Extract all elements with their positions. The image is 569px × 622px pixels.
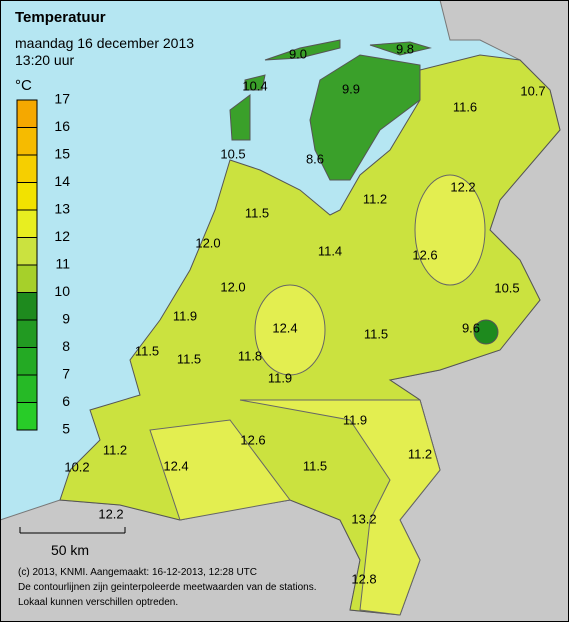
legend-tick-label: 11 xyxy=(55,256,70,272)
cold-spot xyxy=(473,319,499,345)
station-value: 12.2 xyxy=(98,506,123,521)
legend-bin xyxy=(16,402,38,431)
station-value: 8.6 xyxy=(306,151,324,166)
station-value: 12.0 xyxy=(220,279,245,294)
legend-bin xyxy=(16,292,38,321)
legend-unit: °C xyxy=(15,77,32,94)
footer-line: De contourlijnen zijn geinterpoleerde me… xyxy=(18,582,317,593)
legend-tick-label: 7 xyxy=(62,366,70,382)
scale-label: 50 km xyxy=(51,542,89,558)
legend-bar xyxy=(16,99,38,431)
legend-bin xyxy=(16,319,38,348)
station-value: 10.5 xyxy=(220,146,245,161)
legend-bin xyxy=(16,237,38,266)
station-value: 9.0 xyxy=(289,46,307,61)
friesland-cold xyxy=(309,54,421,181)
footer-line: Lokaal kunnen verschillen optreden. xyxy=(18,597,178,608)
legend-tick-label: 13 xyxy=(54,201,70,217)
station-value: 11.6 xyxy=(453,99,477,114)
station-value: 12.6 xyxy=(412,247,437,262)
title: Temperatuur xyxy=(15,9,106,26)
legend-bin xyxy=(16,154,38,183)
station-value: 12.4 xyxy=(163,458,188,473)
warm-area xyxy=(414,174,486,286)
station-value: 13.2 xyxy=(351,511,376,526)
footer-line: (c) 2013, KNMI. Aangemaakt: 16-12-2013, … xyxy=(18,567,257,578)
legend-bin xyxy=(16,264,38,293)
station-value: 11.8 xyxy=(238,348,262,363)
legend-tick-label: 6 xyxy=(62,393,70,409)
station-value: 11.9 xyxy=(343,412,367,427)
legend-tick-label: 12 xyxy=(54,228,70,244)
legend-bin xyxy=(16,127,38,156)
legend-tick-label: 15 xyxy=(54,146,70,162)
station-value: 9.8 xyxy=(396,41,414,56)
legend-tick-label: 16 xyxy=(54,118,70,134)
legend-bin xyxy=(16,347,38,376)
station-value: 11.5 xyxy=(245,205,269,220)
station-value: 12.8 xyxy=(351,571,376,586)
date: maandag 16 december 2013 xyxy=(15,35,194,51)
legend-tick-label: 14 xyxy=(54,173,70,189)
legend-bin xyxy=(16,209,38,238)
legend-bin xyxy=(16,99,38,128)
legend-bin xyxy=(16,374,38,403)
islands xyxy=(229,39,432,141)
legend-tick-label: 8 xyxy=(62,338,70,354)
station-value: 11.2 xyxy=(103,442,127,457)
station-value: 11.9 xyxy=(268,370,292,385)
station-value: 12.6 xyxy=(240,432,265,447)
legend-tick-label: 10 xyxy=(54,283,70,299)
station-value: 9.9 xyxy=(342,81,360,96)
station-value: 12.0 xyxy=(195,235,220,250)
station-value: 11.5 xyxy=(135,343,159,358)
legend-tick-label: 5 xyxy=(62,421,70,437)
station-value: 11.2 xyxy=(363,191,387,206)
station-value: 11.4 xyxy=(318,243,342,258)
station-value: 12.4 xyxy=(272,320,297,335)
station-value: 11.2 xyxy=(408,446,432,461)
station-value: 10.2 xyxy=(64,459,89,474)
warm-area xyxy=(254,284,326,376)
station-value: 10.4 xyxy=(242,78,267,93)
station-value: 11.5 xyxy=(303,458,327,473)
station-value: 11.5 xyxy=(177,351,201,366)
station-value: 9.6 xyxy=(462,320,480,335)
station-value: 10.5 xyxy=(494,280,519,295)
time: 13:20 uur xyxy=(15,52,74,68)
legend-tick-label: 9 xyxy=(62,311,70,327)
legend-bin xyxy=(16,182,38,211)
station-value: 11.5 xyxy=(364,326,388,341)
warm-area xyxy=(149,399,441,616)
station-value: 10.7 xyxy=(520,83,545,98)
station-value: 11.9 xyxy=(173,308,197,323)
legend-tick-label: 17 xyxy=(54,91,70,107)
station-value: 12.2 xyxy=(450,179,475,194)
